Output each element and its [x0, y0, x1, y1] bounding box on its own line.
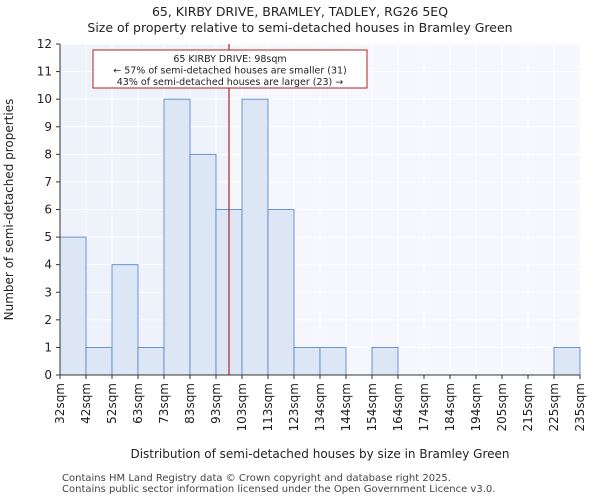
x-tick-label: 134sqm: [313, 383, 327, 431]
histogram-bar: [111, 264, 139, 376]
page-title-address: 65, KIRBY DRIVE, BRAMLEY, TADLEY, RG26 5…: [151, 4, 449, 19]
x-tick-label: 144sqm: [339, 383, 353, 431]
annotation-larger: 43% of semi-detached houses are larger (…: [117, 77, 344, 88]
x-tick-label: 32sqm: [53, 383, 67, 424]
x-tick-label: 205sqm: [495, 383, 509, 431]
y-tick-label: 5: [44, 230, 52, 244]
y-tick-label: 1: [44, 340, 52, 354]
x-tick-label: 225sqm: [547, 383, 561, 431]
histogram-bar: [137, 347, 165, 376]
footer-licence: Contains public sector information licen…: [62, 484, 496, 495]
y-tick-label: 6: [44, 203, 52, 217]
y-tick-label: 8: [44, 147, 52, 161]
y-tick-label: 7: [44, 175, 52, 189]
histogram-bar: [85, 347, 113, 376]
annotation-box: [92, 49, 368, 89]
x-tick-label: 123sqm: [287, 383, 301, 431]
histogram-bar: [163, 98, 191, 376]
y-tick-label: 2: [44, 313, 52, 327]
x-tick-label: 215sqm: [521, 383, 535, 431]
x-tick-label: 63sqm: [131, 383, 145, 424]
annotation-title: 65 KIRBY DRIVE: 98sqm: [173, 54, 286, 65]
y-tick-label: 11: [37, 65, 52, 79]
histogram-bar: [371, 347, 399, 376]
x-tick-label: 103sqm: [235, 383, 249, 431]
y-tick-label: 4: [44, 258, 52, 272]
x-tick-label: 154sqm: [365, 383, 379, 431]
x-tick-label: 83sqm: [183, 383, 197, 424]
x-tick-label: 52sqm: [105, 383, 119, 424]
x-tick-label: 113sqm: [261, 383, 275, 431]
y-tick-label: 3: [44, 285, 52, 299]
x-tick-label: 42sqm: [79, 383, 93, 424]
x-tick-label: 174sqm: [417, 383, 431, 431]
y-tick-label: 12: [37, 37, 52, 51]
histogram-bar: [241, 98, 269, 376]
y-axis-label: Number of semi-detached properties: [2, 99, 16, 321]
x-tick-label: 235sqm: [573, 383, 587, 431]
chart-title: Size of property relative to semi-detach…: [87, 20, 513, 35]
x-tick-label: 194sqm: [469, 383, 483, 431]
y-tick-label: 10: [37, 92, 52, 106]
x-axis-label: Distribution of semi-detached houses by …: [130, 447, 509, 461]
annotation-smaller: ← 57% of semi-detached houses are smalle…: [113, 66, 347, 77]
x-tick-label: 184sqm: [443, 383, 457, 431]
histogram-bar: [267, 209, 295, 376]
histogram-bar: [319, 347, 347, 376]
x-tick-label: 164sqm: [391, 383, 405, 431]
histogram-bar: [293, 347, 321, 376]
histogram-bar: [59, 236, 87, 376]
footer-copyright: Contains HM Land Registry data © Crown c…: [62, 473, 451, 484]
y-tick-label: 0: [44, 368, 52, 382]
x-tick-label: 73sqm: [157, 383, 171, 424]
y-tick-label: 9: [44, 120, 52, 134]
histogram-bar: [189, 153, 217, 376]
histogram-bar: [553, 347, 581, 376]
x-tick-label: 93sqm: [209, 383, 223, 424]
